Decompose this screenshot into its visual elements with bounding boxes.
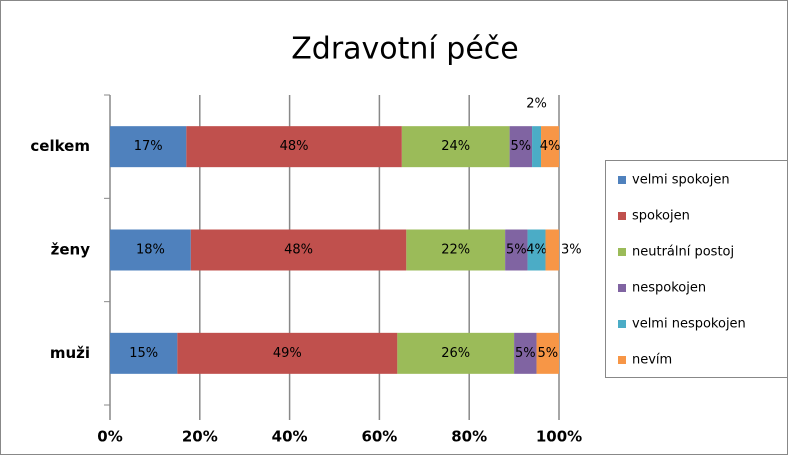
value-label: 48% xyxy=(280,139,309,154)
bar-segment xyxy=(532,126,542,168)
value-label: 15% xyxy=(129,346,158,361)
legend-swatch xyxy=(618,320,626,328)
legend-swatch xyxy=(618,284,626,292)
legend-label: neutrální postoj xyxy=(632,245,734,260)
bar-segment xyxy=(110,126,187,168)
value-label: 4% xyxy=(540,139,561,154)
bar-segment xyxy=(190,229,407,271)
x-tick-label: 0% xyxy=(97,428,122,446)
legend-swatch xyxy=(618,356,626,364)
legend-label: nevím xyxy=(632,353,672,368)
value-label: 26% xyxy=(441,346,470,361)
bar-segment xyxy=(186,126,402,168)
chart-title: Zdravotní péče xyxy=(291,32,519,67)
bar-segment xyxy=(397,332,515,374)
value-label: 5% xyxy=(537,346,558,361)
bar-segment xyxy=(406,229,506,271)
x-tick-label: 100% xyxy=(536,428,582,446)
bar-segment xyxy=(505,229,528,271)
category-label: ženy xyxy=(51,241,91,259)
legend-label: velmi nespokojen xyxy=(632,317,746,332)
bar-segment xyxy=(536,332,559,374)
value-label: 17% xyxy=(134,139,163,154)
legend-swatch xyxy=(618,248,626,256)
bar-segment xyxy=(110,229,191,271)
x-tick-label: 60% xyxy=(361,428,397,446)
bar-segment xyxy=(401,126,510,168)
value-label: 5% xyxy=(515,346,536,361)
legend-swatch xyxy=(618,176,626,184)
bar-segment xyxy=(509,126,533,168)
value-label: 2% xyxy=(526,97,547,112)
value-label: 18% xyxy=(136,243,165,258)
value-label: 5% xyxy=(511,139,532,154)
value-label: 48% xyxy=(284,243,313,258)
bar-segment xyxy=(177,332,398,374)
value-label: 3% xyxy=(561,243,582,258)
value-label: 24% xyxy=(441,139,470,154)
legend-label: velmi spokojen xyxy=(632,173,730,188)
x-tick-label: 20% xyxy=(182,428,218,446)
bar-segment xyxy=(541,126,559,168)
bar-segment xyxy=(514,332,537,374)
value-label: 5% xyxy=(506,243,527,258)
bar-segment xyxy=(110,332,178,374)
value-label: 22% xyxy=(441,243,470,258)
value-label: 49% xyxy=(273,346,302,361)
category-label: celkem xyxy=(30,137,90,155)
value-label: 4% xyxy=(526,243,547,258)
category-label: muži xyxy=(50,344,90,362)
bar-segment xyxy=(527,229,546,271)
legend-swatch xyxy=(618,212,626,220)
legend-label: spokojen xyxy=(632,209,690,224)
bar-segment xyxy=(545,229,559,271)
x-tick-label: 40% xyxy=(272,428,308,446)
x-tick-label: 80% xyxy=(451,428,487,446)
legend-box xyxy=(605,160,788,378)
legend-label: nespokojen xyxy=(632,281,706,296)
